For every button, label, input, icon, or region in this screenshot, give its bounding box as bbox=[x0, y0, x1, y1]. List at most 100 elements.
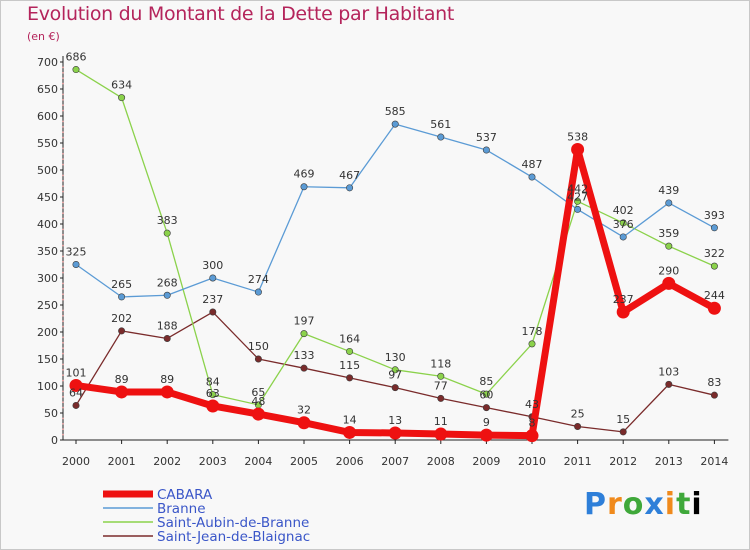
data-label: 197 bbox=[294, 315, 315, 328]
y-minor-tick bbox=[62, 180, 64, 182]
data-label: 60 bbox=[479, 389, 493, 402]
data-point bbox=[434, 427, 448, 441]
data-label: 9 bbox=[483, 416, 490, 429]
data-label: 77 bbox=[434, 379, 448, 392]
y-minor-tick bbox=[62, 72, 64, 74]
y-tick-label: 450 bbox=[37, 191, 58, 204]
y-minor-tick bbox=[62, 93, 64, 96]
data-point bbox=[662, 276, 676, 290]
y-minor-tick bbox=[62, 147, 64, 150]
data-label: 538 bbox=[567, 130, 588, 143]
data-label: 11 bbox=[434, 415, 448, 428]
y-minor-tick bbox=[62, 336, 64, 339]
data-label: 63 bbox=[206, 387, 220, 400]
data-label: 89 bbox=[115, 373, 129, 386]
y-minor-tick bbox=[62, 207, 64, 209]
data-point bbox=[118, 293, 126, 301]
proxiti-logo: Proxiti bbox=[584, 487, 703, 522]
data-label: 164 bbox=[339, 332, 360, 345]
y-minor-tick bbox=[62, 212, 64, 214]
x-tick-label: 2007 bbox=[381, 455, 409, 468]
data-label: 133 bbox=[294, 349, 315, 362]
data-label: 634 bbox=[111, 79, 132, 92]
y-minor-tick bbox=[62, 417, 64, 420]
data-point bbox=[710, 262, 718, 270]
data-label: 115 bbox=[339, 359, 360, 372]
data-label: 84 bbox=[206, 376, 220, 389]
y-tick-label: 0 bbox=[51, 434, 58, 447]
y-minor-tick bbox=[62, 66, 64, 69]
data-point bbox=[528, 173, 536, 181]
data-point bbox=[391, 366, 399, 374]
y-minor-tick bbox=[62, 374, 64, 377]
y-minor-tick bbox=[62, 120, 64, 123]
y-tick-label: 400 bbox=[37, 218, 58, 231]
x-tick-label: 2006 bbox=[336, 455, 364, 468]
y-tick-label: 650 bbox=[37, 83, 58, 96]
data-point bbox=[163, 291, 171, 299]
data-point bbox=[571, 142, 585, 156]
data-label: 467 bbox=[339, 169, 360, 182]
y-minor-tick bbox=[62, 217, 64, 220]
data-label: 322 bbox=[704, 247, 725, 260]
data-label: 101 bbox=[66, 366, 87, 379]
y-minor-tick bbox=[62, 298, 64, 301]
data-point bbox=[209, 308, 217, 316]
data-label: 290 bbox=[658, 264, 679, 277]
y-tick-label: 50 bbox=[44, 407, 58, 420]
y-minor-tick bbox=[62, 309, 64, 312]
data-point bbox=[437, 372, 445, 380]
x-tick-label: 2005 bbox=[290, 455, 318, 468]
y-minor-tick bbox=[62, 293, 64, 296]
data-label: 83 bbox=[707, 376, 721, 389]
data-point bbox=[72, 66, 80, 74]
data-label: 25 bbox=[571, 408, 585, 421]
y-minor-tick bbox=[62, 390, 64, 393]
data-point bbox=[72, 260, 80, 268]
x-tick-label: 2001 bbox=[108, 455, 136, 468]
data-point bbox=[72, 401, 80, 409]
y-tick-label: 150 bbox=[37, 353, 58, 366]
y-minor-tick bbox=[62, 244, 64, 247]
data-label: 202 bbox=[111, 312, 132, 325]
x-tick-label: 2010 bbox=[518, 455, 546, 468]
data-point bbox=[619, 428, 627, 436]
y-minor-tick bbox=[62, 109, 64, 112]
data-point bbox=[118, 327, 126, 335]
data-point bbox=[391, 120, 399, 128]
data-point bbox=[482, 146, 490, 154]
y-minor-tick bbox=[62, 255, 64, 258]
data-label: 376 bbox=[613, 218, 634, 231]
data-point bbox=[118, 94, 126, 102]
data-point bbox=[710, 224, 718, 232]
data-label: 268 bbox=[157, 276, 178, 289]
data-point bbox=[346, 184, 354, 192]
data-point bbox=[619, 233, 627, 241]
data-point bbox=[437, 133, 445, 141]
data-label: 237 bbox=[202, 293, 223, 306]
data-point bbox=[391, 384, 399, 392]
data-point bbox=[665, 199, 673, 207]
x-tick-label: 2012 bbox=[609, 455, 637, 468]
data-point bbox=[254, 355, 262, 363]
y-minor-tick bbox=[62, 234, 64, 236]
data-point bbox=[574, 205, 582, 213]
y-minor-tick bbox=[62, 282, 64, 285]
y-minor-tick bbox=[62, 347, 64, 350]
y-minor-tick bbox=[62, 82, 64, 85]
chart-title: Evolution du Montant de la Dette par Hab… bbox=[27, 3, 455, 25]
data-label: 85 bbox=[479, 375, 493, 388]
legend-label: Saint-Jean-de-Blaignac bbox=[157, 529, 310, 545]
data-point bbox=[525, 429, 539, 443]
data-label: 103 bbox=[658, 365, 679, 378]
data-point bbox=[616, 305, 630, 319]
data-label: 274 bbox=[248, 273, 269, 286]
legend-label: Saint-Aubin-de-Branne bbox=[157, 515, 309, 531]
data-label: 393 bbox=[704, 209, 725, 222]
y-minor-tick bbox=[62, 261, 64, 263]
y-tick-label: 100 bbox=[37, 380, 58, 393]
data-point bbox=[707, 301, 721, 315]
data-label: 65 bbox=[251, 386, 265, 399]
y-minor-tick bbox=[62, 363, 64, 366]
